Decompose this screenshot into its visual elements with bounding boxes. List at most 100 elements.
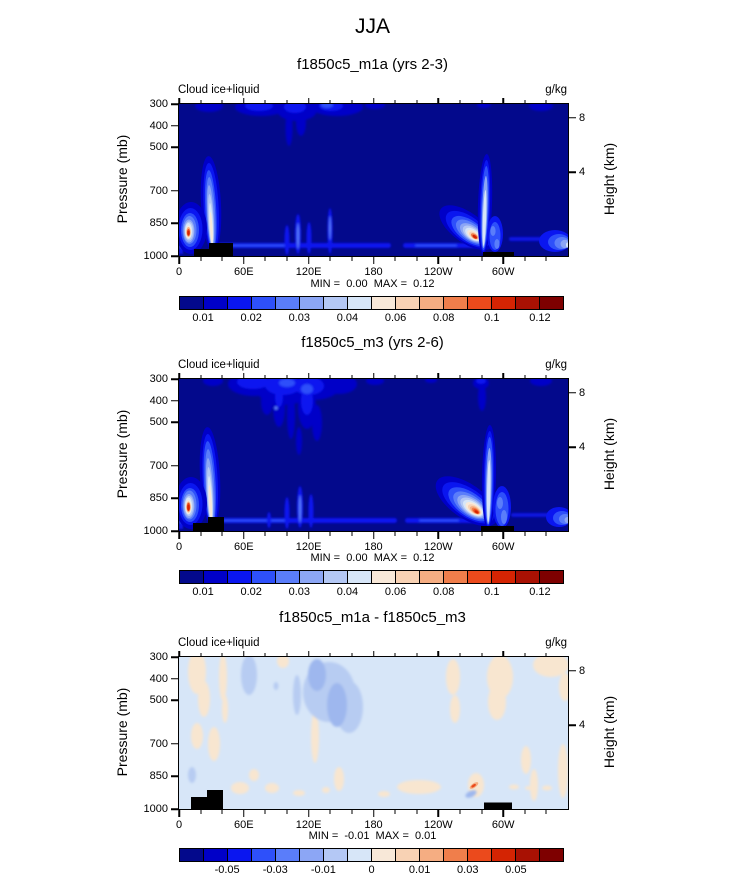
x-minor-tick-top (200, 100, 202, 103)
colorbar-segment (227, 297, 251, 309)
colorbar-segment (443, 849, 467, 861)
x-tick-label: 60W (491, 541, 515, 553)
x-tick-label: 120W (423, 819, 453, 831)
topography-mask (193, 517, 514, 531)
x-major-tick (178, 810, 180, 817)
x-minor-tick (416, 810, 418, 814)
colorbar-segment (251, 297, 275, 309)
x-minor-tick-top (329, 375, 331, 378)
x-minor-tick (200, 810, 202, 814)
x-minor-tick (394, 532, 396, 536)
panel1-pressure-axis-label: Pressure (mb) (114, 134, 130, 224)
x-tick-label: 180 (364, 541, 383, 553)
colorbar-tick-label: 0.03 (288, 312, 311, 324)
panel3-height-axis-label: Height (km) (601, 695, 617, 769)
x-minor-tick (545, 257, 547, 261)
x-minor-tick (416, 532, 418, 536)
x-major-tick-top (502, 373, 504, 378)
x-minor-tick (481, 810, 483, 814)
x-minor-tick (264, 810, 266, 814)
x-minor-tick-top (416, 100, 418, 103)
colorbar-tick-label: 0.01 (192, 312, 214, 324)
panel3-minmax: MIN = -0.01 MAX = 0.01 (308, 830, 437, 842)
panel1-header-row: Cloud ice+liquid g/kg (178, 84, 567, 96)
x-minor-tick (221, 532, 223, 536)
x-major-tick (307, 810, 310, 817)
colorbar-segment (443, 571, 467, 583)
colorbar-bar (179, 570, 564, 584)
panel2-plot-area: 0 60E 120E 180 120W 60W 300 400 500 700 850 1000 8 4 (144, 373, 585, 553)
pressure-tick-label: 500 (149, 694, 168, 707)
colorbar-tick-label: 0.08 (432, 586, 455, 598)
x-minor-tick (351, 257, 353, 261)
topography-mask (194, 243, 514, 256)
x-tick-label: 0 (175, 266, 183, 278)
colorbar-segment (467, 571, 491, 583)
colorbar-segment (347, 297, 371, 309)
panel2-field-label: Cloud ice+liquid (178, 359, 260, 371)
pressure-tick-label: 300 (149, 651, 168, 663)
x-minor-tick-top (545, 100, 547, 103)
x-minor-tick-top (286, 100, 288, 103)
x-tick-label: 60W (491, 266, 515, 278)
colorbar-segment (323, 571, 347, 583)
colorbar-tick-label: 0.06 (384, 312, 407, 324)
panel2-units-label: g/kg (545, 359, 567, 371)
colorbar-segment (227, 571, 251, 583)
pressure-tick (171, 530, 178, 532)
x-minor-tick-top (524, 100, 526, 103)
x-minor-tick (286, 810, 288, 814)
colorbar-segment (443, 297, 467, 309)
x-tick-label: 180 (364, 819, 383, 831)
x-major-tick (502, 810, 504, 817)
panel3-plot-area: 0 60E 120E 180 120W 60W 300 400 500 700 850 1000 8 4 (144, 651, 585, 831)
colorbar-labels: 0.01 0.02 0.03 0.04 0.06 0.08 0.1 0.12 (179, 586, 564, 600)
x-minor-tick-top (264, 375, 266, 378)
x-major-tick-top (307, 373, 310, 378)
pressure-tick-label: 850 (149, 770, 168, 783)
colorbar-segment (203, 571, 227, 583)
x-major-tick-top (502, 98, 504, 103)
colorbar-segment (180, 849, 203, 861)
x-tick-label: 180 (364, 266, 383, 278)
x-minor-tick-top (524, 653, 526, 656)
colorbar-segment (275, 849, 299, 861)
x-tick-label: 120W (423, 266, 453, 278)
x-major-tick-top (307, 651, 310, 656)
x-major-tick (243, 257, 245, 264)
colorbar-segment (419, 297, 443, 309)
negative-difference-patches (188, 657, 477, 798)
x-major-tick-top (243, 651, 245, 656)
x-minor-tick (329, 810, 331, 814)
x-minor-tick (524, 532, 526, 536)
x-minor-tick (481, 532, 483, 536)
x-minor-tick (545, 810, 547, 814)
colorbar-tick-label: 0.1 (484, 586, 500, 598)
x-minor-tick-top (329, 100, 331, 103)
x-minor-tick (524, 257, 526, 261)
panel2-height-axis-label: Height (km) (601, 417, 617, 491)
colorbar-tick-label: 0.06 (384, 586, 407, 598)
pressure-tick-label: 850 (149, 217, 168, 230)
positive-difference-patches (188, 657, 568, 801)
x-major-tick (372, 257, 375, 264)
colorbar-segment (251, 849, 275, 861)
colorbar-tick-label: -0.03 (262, 864, 288, 876)
colorbar-segment (539, 571, 563, 583)
pressure-tick-label: 850 (149, 492, 168, 505)
colorbar-segment (299, 849, 323, 861)
x-tick-label: 60E (234, 266, 254, 278)
x-major-tick (243, 532, 245, 539)
pressure-tick (171, 656, 178, 658)
pressure-tick-label: 300 (149, 98, 168, 110)
panel3-pressure-axis-label: Pressure (mb) (114, 687, 130, 777)
x-minor-tick (459, 532, 461, 536)
colorbar-segment (299, 297, 323, 309)
x-minor-tick-top (200, 653, 202, 656)
x-major-tick (243, 810, 245, 817)
andes-plume (481, 425, 497, 529)
x-minor-tick (351, 810, 353, 814)
height-tick-label: 4 (579, 166, 586, 179)
x-minor-tick (394, 257, 396, 261)
colorbar-segment (539, 849, 563, 861)
